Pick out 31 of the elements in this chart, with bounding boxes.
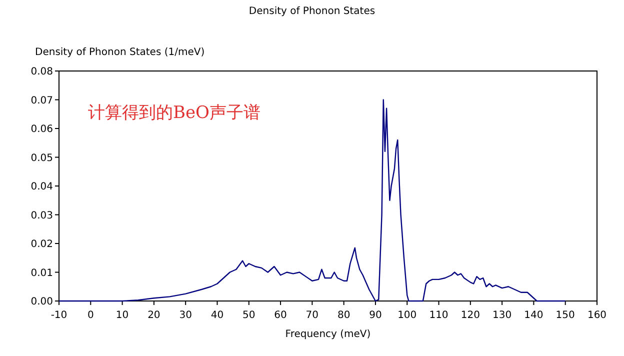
y-tick-label: 0.05 (30, 152, 53, 164)
x-tick-label: 100 (398, 310, 417, 321)
x-tick-label: 90 (369, 310, 382, 321)
x-tick-label: 20 (148, 310, 160, 321)
y-tick-label: 0.00 (30, 296, 53, 308)
y-tick-label: 0.07 (30, 95, 53, 106)
x-tick-label: 150 (556, 310, 575, 321)
y-tick-label: 0.01 (30, 268, 53, 279)
x-tick-label: 160 (587, 310, 607, 321)
x-tick-label: 120 (460, 310, 480, 321)
x-tick-label: 40 (210, 310, 224, 321)
x-tick-label: 130 (492, 310, 512, 321)
y-tick-label: 0.06 (30, 124, 53, 135)
x-tick-label: 10 (116, 310, 129, 321)
x-tick-label: 110 (429, 310, 448, 321)
ylabel: Density of Phonon States (1/meV) (35, 47, 205, 58)
annotation: 计算得到的BeO声子谱 (88, 103, 260, 123)
x-tick-label: 30 (179, 310, 192, 321)
y-tick-label: 0.04 (30, 182, 53, 192)
x-tick-label: 70 (306, 310, 319, 321)
x-tick-label: 80 (337, 310, 350, 321)
y-tick-label: 0.02 (30, 239, 53, 250)
x-tick-label: -10 (50, 310, 68, 321)
y-tick-label: 0.03 (30, 210, 53, 222)
x-tick-label: 0 (87, 310, 94, 321)
title: Density of Phonon States (248, 6, 376, 17)
y-tick-label: 0.08 (30, 66, 53, 78)
x-tick-label: 140 (524, 310, 544, 321)
xlabel: Frequency (meV) (285, 329, 371, 340)
x-tick-label: 60 (274, 310, 287, 321)
x-tick-label: 50 (242, 310, 256, 321)
